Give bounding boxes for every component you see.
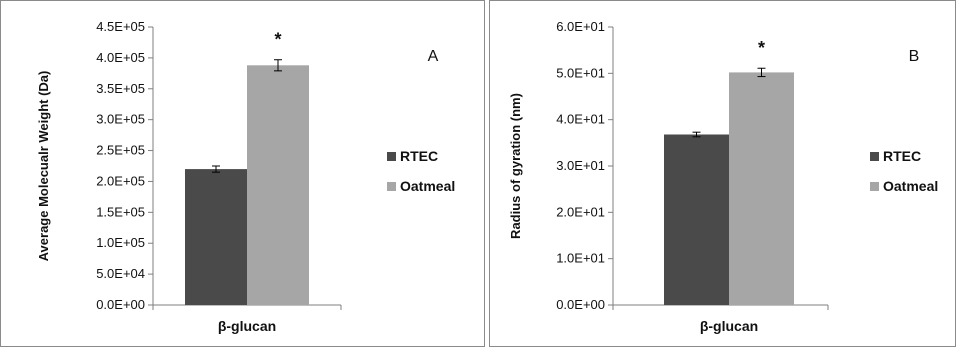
- chart-a-y-tick-label: 3.0E+05: [96, 112, 145, 127]
- chart-b-legend-label-oatmeal: Oatmeal: [883, 178, 938, 194]
- chart-b-significance-marker: *: [758, 38, 765, 58]
- chart-b-y-tick-label: 3.0E+01: [556, 158, 605, 173]
- chart-a-bar-rtec: [185, 169, 247, 305]
- chart-a-x-label: β-glucan: [218, 318, 276, 334]
- chart-b-legend-swatch-oatmeal: [870, 182, 879, 191]
- chart-a-y-tick-label: 1.5E+05: [96, 204, 145, 219]
- chart-a-legend-swatch-rtec: [387, 152, 396, 161]
- chart-a-legend-label-oatmeal: Oatmeal: [400, 178, 455, 194]
- chart-b-y-tick-label: 4.0E+01: [556, 112, 605, 127]
- chart-a-significance-marker: *: [274, 30, 281, 50]
- chart-b-svg: 0.0E+00 1.0E+01 2.0E+01 3.0E+01 4.0E+01 5.0E+…: [508, 19, 938, 334]
- chart-a-y-tick-label: 2.0E+05: [96, 173, 145, 188]
- chart-panel-a: 0.0E+00 5.0E+04 1.0E+05 1.5E+05 2.0E+05 2.5E+…: [0, 0, 485, 347]
- chart-b-legend-swatch-rtec: [870, 152, 879, 161]
- chart-a-y-label: Average Molecualr Weight (Da): [36, 71, 51, 262]
- chart-a-legend-swatch-oatmeal: [387, 182, 396, 191]
- chart-b-y-tick-label: 5.0E+01: [556, 65, 605, 80]
- chart-a-y-tick-label: 1.0E+05: [96, 235, 145, 250]
- chart-b-y-label: Radius of gyration (nm): [508, 93, 523, 239]
- chart-b-bar-oatmeal: [729, 72, 794, 305]
- chart-a-y-tick-label: 4.0E+05: [96, 50, 145, 65]
- chart-panel-b: 0.0E+00 1.0E+01 2.0E+01 3.0E+01 4.0E+01 5.0E+…: [489, 0, 956, 347]
- chart-a-bar-oatmeal: [247, 65, 309, 306]
- chart-b-x-label: β-glucan: [700, 318, 758, 334]
- chart-a-panel-label: A: [428, 48, 439, 65]
- chart-a-y-tick-label: 4.5E+05: [96, 19, 145, 34]
- chart-a-y-tick-label: 0.0E+00: [96, 297, 145, 312]
- chart-b-y-tick-label: 6.0E+01: [556, 19, 605, 34]
- chart-a-y-tick-label: 3.5E+05: [96, 81, 145, 96]
- chart-b-y-tick-label: 0.0E+00: [556, 297, 605, 312]
- chart-a-y-tick-label: 2.5E+05: [96, 143, 145, 158]
- chart-a-legend-label-rtec: RTEC: [400, 148, 438, 164]
- chart-b-y-tick-label: 2.0E+01: [556, 204, 605, 219]
- chart-b-legend-label-rtec: RTEC: [883, 148, 921, 164]
- chart-b-panel-label: B: [909, 48, 920, 65]
- chart-a-svg: 0.0E+00 5.0E+04 1.0E+05 1.5E+05 2.0E+05 2.5E+…: [36, 19, 455, 334]
- chart-a-y-tick-label: 5.0E+04: [96, 266, 145, 281]
- chart-b-bar-rtec: [664, 134, 729, 305]
- chart-b-y-tick-label: 1.0E+01: [556, 251, 605, 266]
